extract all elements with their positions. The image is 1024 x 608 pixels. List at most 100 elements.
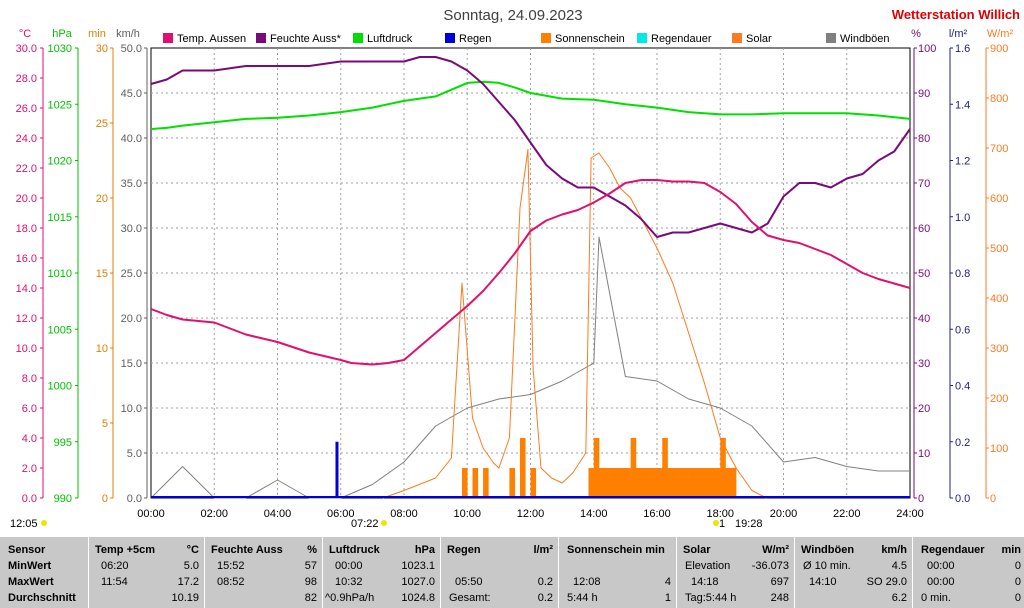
sunshine-bar [672, 468, 679, 498]
solar-max-time: 14:18 [691, 576, 719, 588]
rdur-header: Regendauer [921, 544, 985, 556]
solar-day-label: Tag:5:44 h [685, 592, 737, 604]
humidity-tick-label: 0 [918, 493, 924, 505]
sunset-time: 19:28 [735, 518, 763, 530]
x-axis-ticks: 00:00 02:00 04:00 06:00 08:00 10:00 12:00 14:00… [137, 508, 924, 520]
pressure-tick-label: 1000 [48, 381, 72, 393]
pressure-tick-label: 990 [54, 493, 72, 505]
sunshine-bar [461, 468, 468, 498]
x-tick-label: 06:00 [327, 508, 355, 520]
legend-label: Feuchte Auss* [270, 33, 342, 45]
legend-swatch [541, 33, 551, 43]
temp-tick-label: 30.0 [16, 43, 37, 55]
temp-tick-label: 22.0 [16, 163, 37, 175]
temp-tick-label: 24.0 [16, 133, 37, 145]
sunshine-bar [630, 438, 637, 498]
wind-tick-label: 20.0 [121, 313, 142, 325]
wind-header: Windböen [801, 544, 855, 556]
wind-axis-unit: km/h [116, 28, 140, 40]
press-trend: ^0.9hPa/h [325, 592, 375, 604]
hum-max-value: 98 [304, 576, 317, 588]
pressure-line [150, 80, 911, 130]
rain-unit: l/m² [533, 544, 553, 556]
press-unit: hPa [414, 544, 435, 556]
sunshine-bar [730, 468, 737, 498]
temp-tick-label: 26.0 [16, 103, 37, 115]
solar-elevation-value: -36.073 [751, 560, 789, 572]
minutes-tick-label: 25 [96, 118, 108, 130]
hum-header: Feuchte Auss [211, 544, 283, 556]
row-label-avg: Durchschnitt [8, 592, 76, 604]
temp-tick-label: 14.0 [16, 283, 37, 295]
temp-tick-label: 28.0 [16, 73, 37, 85]
wind-tick-label: 25.0 [121, 268, 142, 280]
rainrate-tick-label: 1.2 [955, 156, 970, 168]
wind-tick-label: 45.0 [121, 88, 142, 100]
sunshine-bar [509, 468, 515, 498]
minutes-tick-label: 10 [96, 343, 108, 355]
rain-max-value: 0.2 [537, 576, 553, 588]
sunshine-bar [593, 438, 600, 498]
rainrate-tick-label: 0.0 [955, 493, 970, 505]
legend-label: Temp. Aussen [177, 33, 246, 45]
humidity-tick-label: 90 [918, 88, 930, 100]
humidity-axis-unit: % [911, 28, 921, 40]
legend-swatch [732, 33, 742, 43]
sunshine-bar [714, 468, 721, 498]
rdur-unit: min [1001, 544, 1021, 556]
legend-swatch [353, 33, 363, 43]
solar-axis-unit: W/m² [987, 28, 1014, 40]
rainrate-tick-label: 0.4 [955, 381, 970, 393]
moonset-label: 1 [719, 518, 725, 530]
sunshine-bar [483, 468, 489, 498]
rainrate-tick-label: 1.0 [955, 212, 970, 224]
press-min-time: 00:00 [335, 560, 363, 572]
temp-tick-label: 20.0 [16, 193, 37, 205]
humidity-tick-label: 50 [918, 268, 930, 280]
minutes-tick-label: 15 [96, 268, 108, 280]
wind-tick-label: 35.0 [121, 178, 142, 190]
x-tick-label: 18:00 [706, 508, 734, 520]
sunshine-bar [651, 468, 658, 498]
wind-tick-label: 30.0 [121, 223, 142, 235]
sunshine-bar [693, 468, 700, 498]
sunshine-bar [657, 468, 663, 498]
x-tick-label: 04:00 [264, 508, 292, 520]
solar-header: Solar [683, 544, 711, 556]
rainrate-tick-label: 1.6 [955, 43, 970, 55]
x-tick-label: 10:00 [453, 508, 481, 520]
sun-header: Sonnenschein min [567, 544, 665, 556]
sunshine-bar [683, 468, 689, 498]
rdur-min-value: 0 [1014, 560, 1021, 572]
statistics-table: Sensor MinWert MaxWert Durchschnitt Temp… [0, 537, 1024, 608]
sunshine-bars [335, 438, 737, 498]
sun-avg-value: 1 [664, 592, 671, 604]
minutes-tick-label: 0 [102, 493, 108, 505]
stats-col-temp: Temp +5cm °C 06:20 5.0 11:54 17.2 10.19 [88, 537, 205, 608]
pressure-tick-label: 1010 [48, 268, 72, 280]
temp-header: Temp +5cm [95, 544, 156, 556]
axis-ticks: 30.0 28.0 26.0 24.0 22.0 20.0 18.0 16.0 14.0 12.0… [16, 43, 1009, 505]
sunshine-bar [625, 468, 631, 498]
minutes-tick-label: 5 [102, 418, 108, 430]
sunshine-bar [667, 468, 674, 498]
x-tick-label: 08:00 [390, 508, 418, 520]
solar-tick-label: 0 [990, 493, 996, 505]
press-avg-value: 1024.8 [401, 592, 435, 604]
moonrise-time: 12:05 [10, 518, 38, 530]
wind-tick-label: 5.0 [127, 448, 142, 460]
solar-tick-label: 300 [990, 343, 1008, 355]
press-header: Luftdruck [329, 544, 380, 556]
legend-swatch [826, 33, 836, 43]
wind-tick-label: 0.0 [127, 493, 142, 505]
wind-tick-label: 15.0 [121, 358, 142, 370]
rainrate-tick-label: 0.8 [955, 268, 970, 280]
hum-max-time: 08:52 [217, 576, 245, 588]
wind-tick-label: 10.0 [121, 403, 142, 415]
rainrate-tick-label: 0.2 [955, 437, 970, 449]
stats-col-humidity: Feuchte Auss% 15:52 57 08:52 98 82 [204, 537, 323, 608]
x-tick-label: 02:00 [200, 508, 228, 520]
sensor-header: Sensor [8, 544, 46, 556]
humidity-tick-label: 60 [918, 223, 930, 235]
wind-tick-label: 40.0 [121, 133, 142, 145]
